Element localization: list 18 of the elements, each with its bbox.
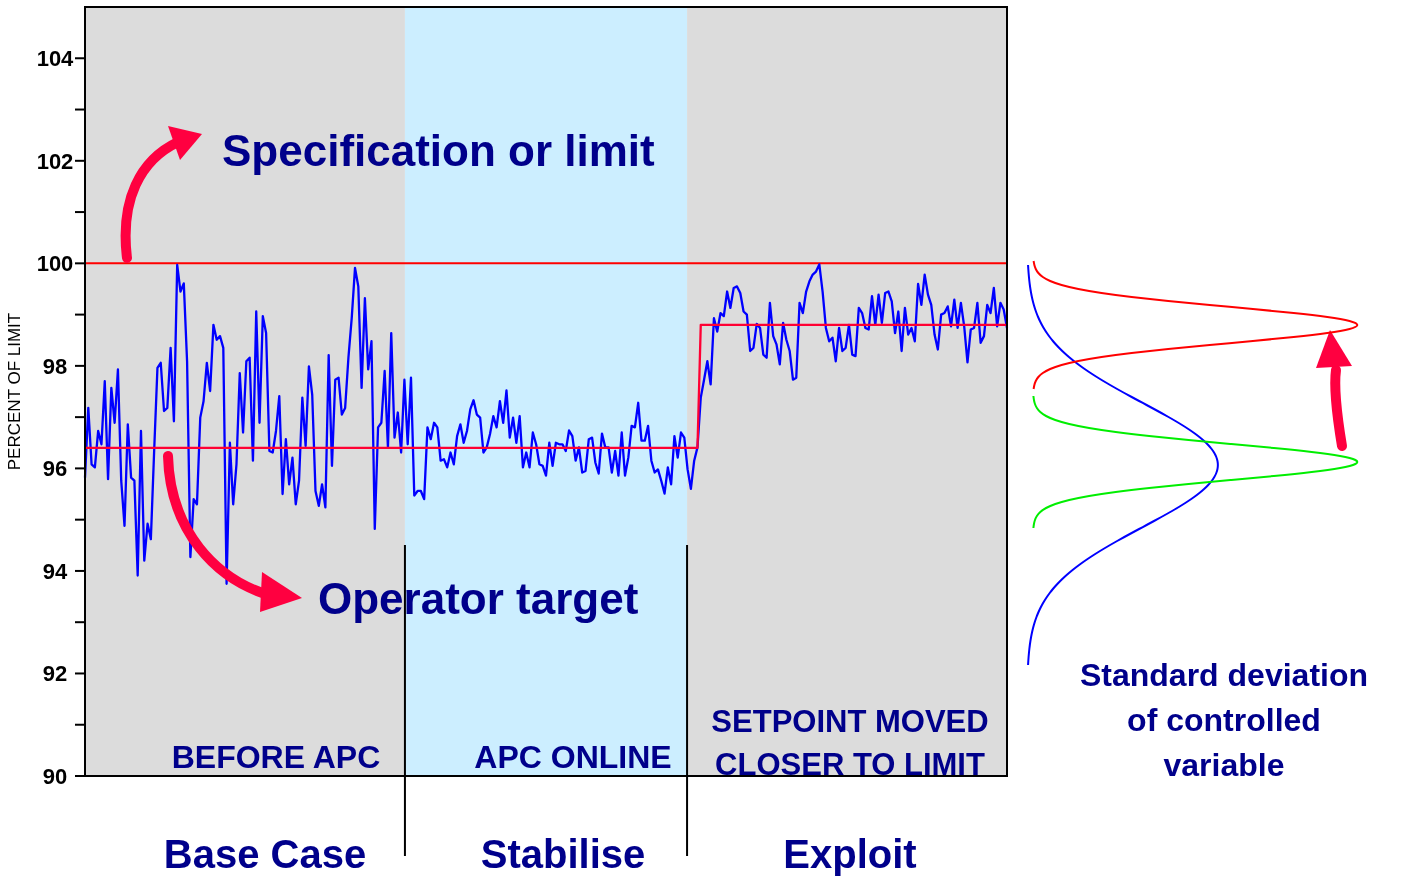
annotation: Specification or limit [222,126,656,175]
y-tick-label: 100 [36,251,74,277]
text: Exploit [783,832,917,876]
line-series [83,263,1009,585]
text: Standard deviation of controlled variable [1079,657,1369,783]
y-tick-label: 104 [36,46,75,72]
text: Stabilise [480,832,646,876]
annotation: SETPOINT MOVED CLOSER TO LIMIT [711,704,989,783]
y-tick-label: 92 [42,661,68,687]
y-tick-label: 90 [42,764,68,789]
annotation: BEFORE APC [171,739,381,775]
y-tick-label: 94 [42,558,68,584]
text: Base Case [163,832,367,876]
annotation: APC ONLINE [474,739,672,775]
y-tick-label: 98 [42,353,68,379]
y-axis-title: PERCENT OF LIMIT [5,312,24,471]
y-tick-label: 102 [36,148,74,174]
y-tick-label: 96 [42,456,68,482]
